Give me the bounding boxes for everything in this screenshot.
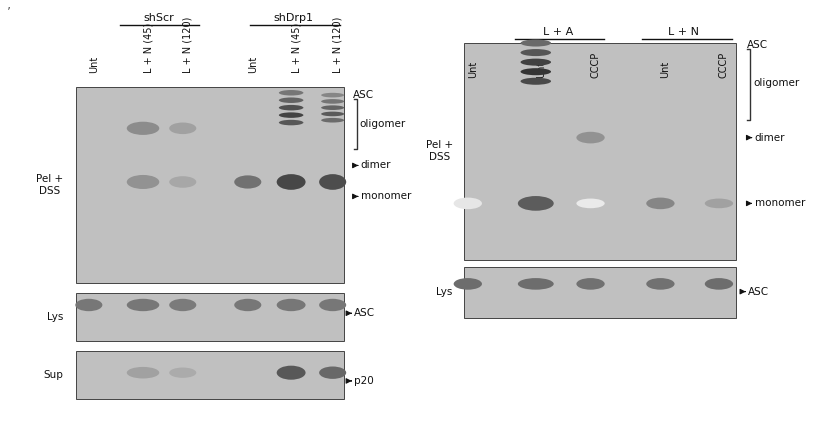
Ellipse shape (277, 299, 305, 311)
Ellipse shape (646, 278, 675, 290)
Text: ASC: ASC (746, 40, 768, 50)
Text: oligomer: oligomer (753, 78, 799, 89)
Ellipse shape (454, 278, 482, 290)
Ellipse shape (279, 90, 304, 95)
Ellipse shape (321, 93, 344, 98)
Ellipse shape (576, 199, 605, 208)
Ellipse shape (169, 299, 196, 311)
Text: monomer: monomer (754, 198, 805, 209)
Ellipse shape (518, 278, 553, 290)
Text: CCCP: CCCP (590, 51, 600, 77)
Ellipse shape (126, 122, 159, 135)
Ellipse shape (646, 197, 675, 209)
Ellipse shape (321, 105, 344, 110)
Ellipse shape (279, 98, 304, 103)
Ellipse shape (169, 123, 196, 134)
Ellipse shape (279, 120, 304, 125)
Bar (464, 43, 736, 259)
Ellipse shape (126, 299, 159, 311)
Text: monomer: monomer (361, 191, 411, 201)
Ellipse shape (521, 58, 551, 66)
Text: shDrp1: shDrp1 (273, 13, 313, 23)
Text: dimer: dimer (754, 132, 786, 143)
Text: Pel +
DSS: Pel + DSS (425, 140, 452, 162)
Ellipse shape (704, 199, 733, 208)
Text: CCCP: CCCP (719, 51, 729, 77)
Ellipse shape (234, 175, 261, 189)
Ellipse shape (518, 196, 553, 211)
Ellipse shape (277, 366, 305, 380)
Ellipse shape (319, 299, 346, 311)
Text: ASC: ASC (352, 90, 374, 100)
Text: L + N: L + N (667, 27, 699, 37)
Text: dimer: dimer (361, 160, 392, 170)
Ellipse shape (704, 278, 733, 290)
Text: oligomer: oligomer (359, 119, 406, 129)
Text: ’: ’ (7, 5, 11, 18)
Ellipse shape (319, 366, 346, 379)
Ellipse shape (576, 132, 605, 143)
Ellipse shape (454, 197, 482, 209)
Text: L + N (120): L + N (120) (333, 16, 342, 73)
Ellipse shape (321, 112, 344, 116)
Ellipse shape (521, 78, 551, 85)
Text: Unt: Unt (660, 60, 671, 77)
Text: Sup: Sup (44, 370, 63, 380)
Ellipse shape (521, 49, 551, 56)
Ellipse shape (126, 367, 159, 378)
Text: L + A: L + A (544, 27, 574, 37)
Ellipse shape (279, 105, 304, 111)
Ellipse shape (521, 40, 551, 46)
Ellipse shape (576, 278, 605, 290)
Ellipse shape (169, 176, 196, 188)
Text: L + N (45): L + N (45) (143, 22, 153, 73)
Text: Unt: Unt (89, 55, 99, 73)
Ellipse shape (321, 99, 344, 104)
Ellipse shape (277, 174, 305, 190)
Ellipse shape (169, 368, 196, 378)
Text: Pel +
DSS: Pel + DSS (36, 174, 63, 196)
Text: L + N (45): L + N (45) (291, 22, 301, 73)
Ellipse shape (234, 299, 261, 311)
Text: ASC: ASC (749, 287, 769, 297)
Text: Unt: Unt (468, 60, 478, 77)
Bar (76, 351, 343, 399)
Text: ASC: ASC (355, 308, 375, 318)
Text: Unt: Unt (248, 55, 258, 73)
Ellipse shape (319, 174, 346, 190)
Text: Unt: Unt (536, 60, 546, 77)
Bar (76, 87, 343, 283)
Text: Lys: Lys (47, 312, 63, 322)
Ellipse shape (279, 112, 304, 118)
Text: p20: p20 (355, 376, 374, 386)
Text: Lys: Lys (436, 287, 452, 298)
Bar (464, 267, 736, 317)
Text: L + N (120): L + N (120) (183, 16, 193, 73)
Ellipse shape (321, 118, 344, 123)
Text: shScr: shScr (144, 13, 175, 23)
Ellipse shape (126, 175, 159, 189)
Bar (76, 293, 343, 341)
Ellipse shape (76, 299, 103, 311)
Ellipse shape (521, 68, 551, 75)
